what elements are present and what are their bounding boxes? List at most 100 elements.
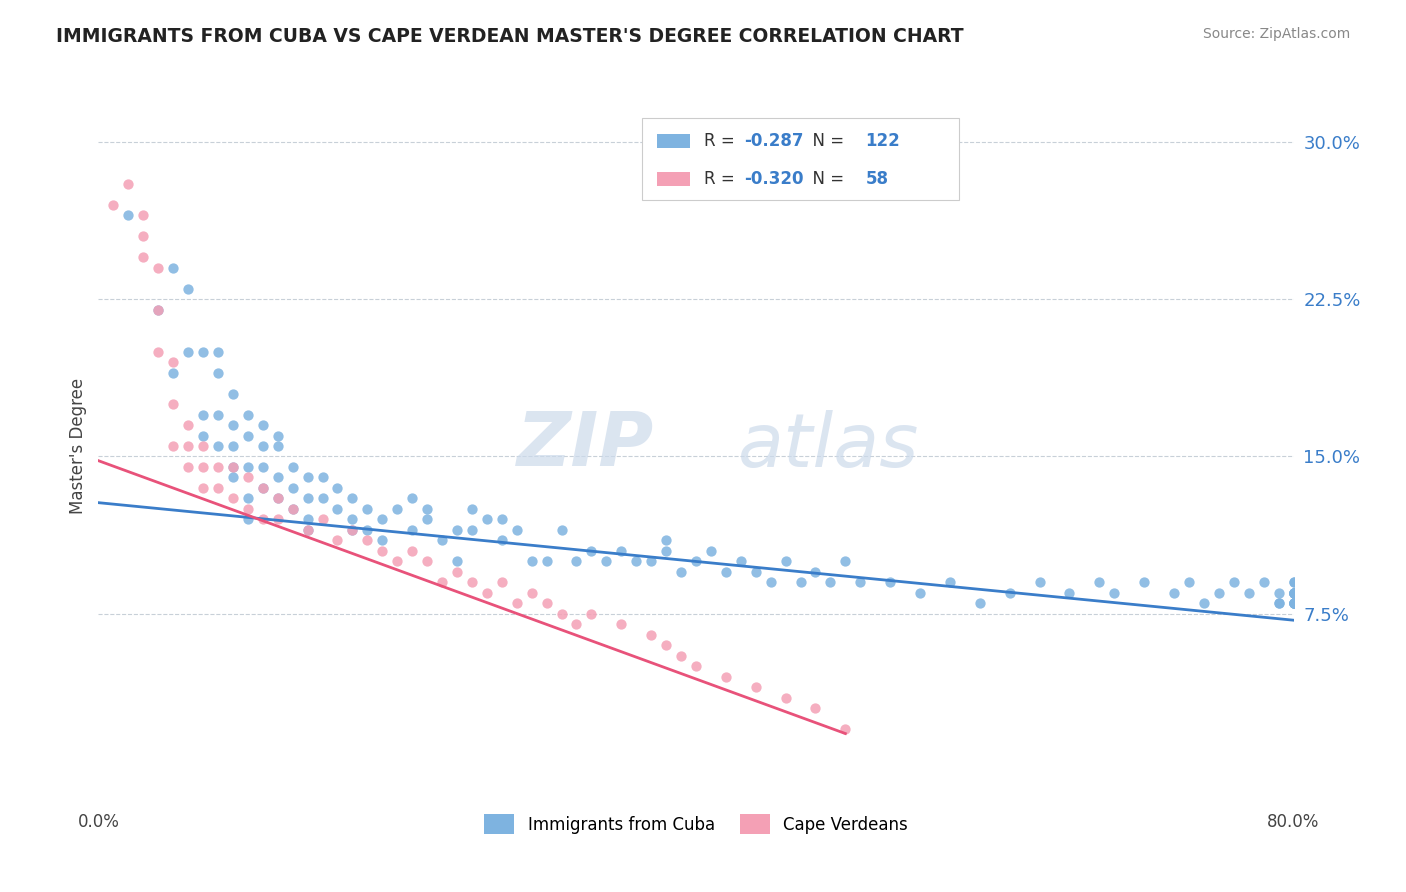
Point (191, 481, 214, 495)
Point (132, 250, 155, 264)
Point (1282, 596, 1305, 610)
Point (1163, 586, 1185, 600)
Point (267, 439, 290, 453)
Point (834, 554, 856, 568)
Point (506, 523, 529, 537)
Point (461, 502, 484, 516)
Point (1282, 596, 1305, 610)
Point (536, 596, 558, 610)
Point (475, 512, 498, 526)
Point (385, 554, 409, 568)
Point (148, 302, 170, 317)
Point (520, 586, 543, 600)
Point (1282, 596, 1305, 610)
Point (236, 470, 259, 484)
Point (252, 512, 274, 526)
Point (475, 586, 498, 600)
Point (565, 617, 588, 632)
Text: N =: N = (803, 170, 849, 188)
Point (1192, 596, 1215, 610)
Point (1282, 596, 1305, 610)
Point (371, 544, 394, 558)
Point (401, 523, 423, 537)
Point (207, 366, 229, 380)
Point (267, 512, 290, 526)
Point (775, 554, 797, 568)
Point (700, 544, 723, 558)
Point (550, 523, 572, 537)
Point (1282, 596, 1305, 610)
Text: N =: N = (803, 132, 849, 150)
Legend: Immigrants from Cuba, Cape Verdeans: Immigrants from Cuba, Cape Verdeans (478, 807, 914, 841)
Point (581, 607, 603, 621)
Point (640, 554, 662, 568)
Point (207, 344, 229, 359)
Point (745, 565, 768, 579)
Point (491, 575, 513, 590)
Y-axis label: Master's Degree: Master's Degree (69, 378, 87, 514)
Point (550, 607, 572, 621)
Point (416, 502, 439, 516)
Point (281, 460, 304, 475)
Point (191, 439, 214, 453)
Text: ZIP: ZIP (517, 409, 654, 483)
Point (385, 502, 409, 516)
Point (236, 408, 259, 422)
Point (148, 344, 170, 359)
Point (297, 523, 319, 537)
Point (1282, 596, 1305, 610)
Point (834, 723, 856, 737)
Point (207, 481, 229, 495)
Point (222, 470, 245, 484)
Point (655, 533, 678, 548)
Text: 58: 58 (866, 170, 889, 188)
Point (1267, 596, 1289, 610)
Point (311, 491, 333, 506)
Point (969, 596, 991, 610)
Point (1282, 586, 1305, 600)
Point (1282, 575, 1305, 590)
Point (342, 523, 364, 537)
Point (714, 565, 737, 579)
Point (669, 565, 692, 579)
Point (1282, 586, 1305, 600)
Point (297, 470, 319, 484)
Point (177, 417, 200, 432)
Point (236, 491, 259, 506)
Point (626, 554, 648, 568)
Point (117, 208, 139, 222)
Point (342, 523, 364, 537)
Point (416, 512, 439, 526)
Point (356, 523, 378, 537)
Point (775, 690, 797, 705)
FancyBboxPatch shape (657, 172, 690, 186)
Point (342, 512, 364, 526)
Point (371, 533, 394, 548)
Point (536, 554, 558, 568)
Point (1267, 596, 1289, 610)
Point (759, 575, 782, 590)
Point (177, 344, 200, 359)
Point (685, 659, 707, 673)
Text: R =: R = (704, 132, 741, 150)
Point (714, 670, 737, 684)
Point (177, 439, 200, 453)
Point (162, 439, 184, 453)
Point (252, 439, 274, 453)
Text: Source: ZipAtlas.com: Source: ZipAtlas.com (1202, 27, 1350, 41)
Point (610, 617, 633, 632)
Point (1282, 586, 1305, 600)
Point (162, 355, 184, 369)
Point (342, 491, 364, 506)
FancyBboxPatch shape (643, 118, 959, 200)
Text: atlas: atlas (738, 410, 920, 482)
Point (311, 512, 333, 526)
Point (191, 408, 214, 422)
Point (326, 533, 349, 548)
Point (326, 481, 349, 495)
Point (297, 523, 319, 537)
Point (222, 417, 245, 432)
Text: -0.287: -0.287 (744, 132, 803, 150)
Point (446, 565, 468, 579)
Point (461, 523, 484, 537)
